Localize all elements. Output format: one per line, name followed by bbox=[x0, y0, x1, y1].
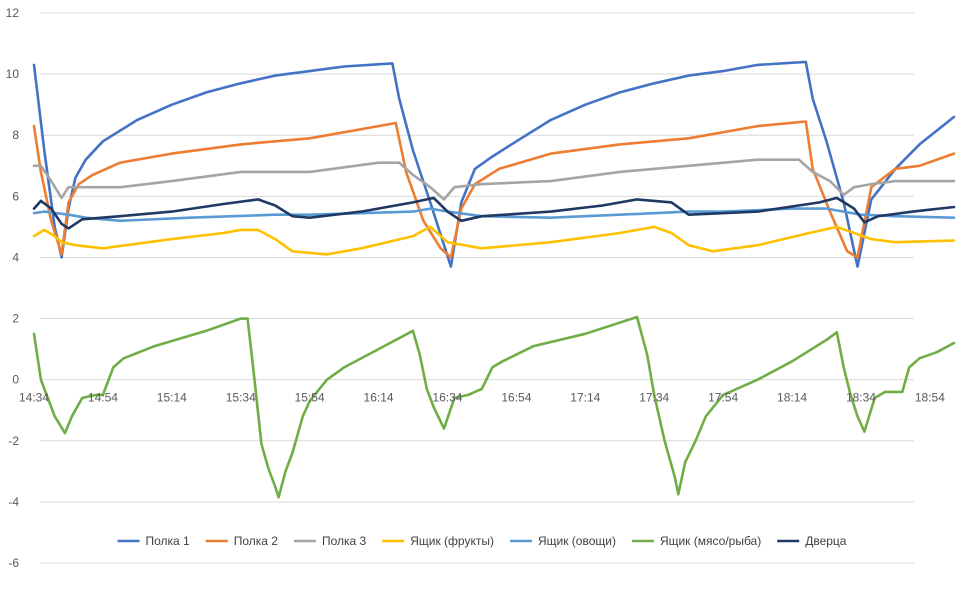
legend-label: Ящик (овощи) bbox=[538, 534, 616, 548]
series-line-7 bbox=[32, 196, 956, 230]
legend-label: Полка 3 bbox=[322, 534, 367, 548]
legend: Полка 1 Полка 2 Полка 3 Ящик (фрукты) Ящик (… bbox=[117, 534, 847, 548]
x-tick-label: 18:34 bbox=[846, 391, 876, 405]
y-tick-label: 8 bbox=[12, 128, 19, 142]
y-tick-label: 4 bbox=[12, 250, 19, 264]
x-tick-label: 15:34 bbox=[226, 391, 256, 405]
y-tick-label: 10 bbox=[6, 67, 20, 81]
gridlines bbox=[40, 12, 914, 564]
series-line-4 bbox=[32, 225, 956, 256]
series-line-2 bbox=[32, 120, 956, 259]
x-axis-tick-labels: 14:34 14:54 15:14 15:34 15:54 16:14 16:34 16:54… bbox=[19, 391, 945, 405]
series-line-1 bbox=[32, 60, 956, 268]
legend-label: Полка 1 bbox=[146, 534, 191, 548]
y-tick-label: -6 bbox=[8, 556, 19, 570]
x-tick-label: 15:54 bbox=[295, 391, 325, 405]
legend-label: Ящик (мясо/рыба) bbox=[660, 534, 761, 548]
x-tick-label: 16:34 bbox=[432, 391, 462, 405]
x-tick-label: 16:54 bbox=[501, 391, 531, 405]
y-axis-tick-labels: -6 -4 -2 0 2 4 6 8 10 12 bbox=[6, 6, 20, 570]
x-tick-label: 18:14 bbox=[777, 391, 807, 405]
y-tick-label: -4 bbox=[8, 495, 19, 509]
x-tick-label: 18:54 bbox=[915, 391, 945, 405]
x-tick-label: 16:14 bbox=[364, 391, 394, 405]
series-layer bbox=[32, 60, 956, 499]
y-tick-label: 0 bbox=[12, 373, 19, 387]
y-tick-label: 12 bbox=[6, 6, 20, 20]
y-tick-label: 2 bbox=[12, 312, 19, 326]
x-tick-label: 17:54 bbox=[708, 391, 738, 405]
legend-label: Полка 2 bbox=[234, 534, 279, 548]
y-tick-label: -2 bbox=[8, 434, 19, 448]
y-tick-label: 6 bbox=[12, 189, 19, 203]
x-tick-label: 14:54 bbox=[88, 391, 118, 405]
x-tick-label: 17:14 bbox=[570, 391, 600, 405]
series-line-6 bbox=[32, 315, 956, 499]
legend-label: Дверца bbox=[805, 534, 847, 548]
series-line-3 bbox=[32, 158, 956, 201]
x-tick-label: 14:34 bbox=[19, 391, 49, 405]
x-tick-label: 17:34 bbox=[639, 391, 669, 405]
x-tick-label: 15:14 bbox=[157, 391, 187, 405]
legend-label: Ящик (фрукты) bbox=[410, 534, 494, 548]
